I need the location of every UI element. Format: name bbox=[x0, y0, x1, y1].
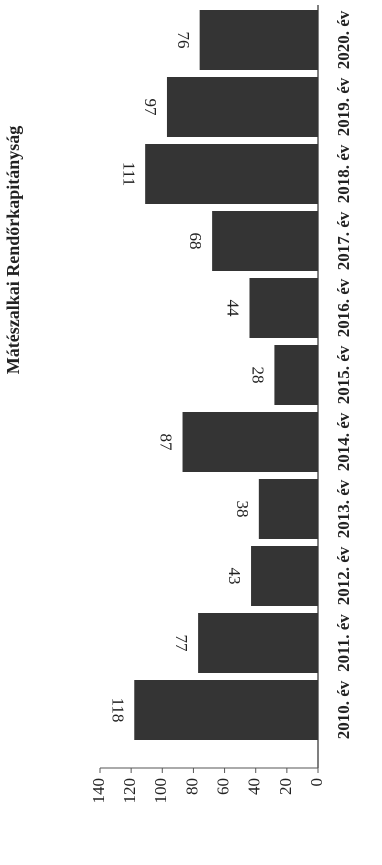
bar bbox=[249, 278, 318, 338]
x-tick-label: 2019. év bbox=[334, 77, 353, 136]
x-tick-label: 2017. év bbox=[334, 211, 353, 270]
chart-body: Mátészalkai Rendőrkapitányság 0 20 40 60 80 1… bbox=[3, 5, 353, 804]
x-tick-label: 2016. év bbox=[334, 278, 353, 337]
bar bbox=[198, 613, 319, 673]
y-tick-label: 140 bbox=[89, 778, 108, 804]
y-tick-label: 120 bbox=[120, 778, 139, 804]
bar bbox=[182, 412, 318, 472]
value-label: 28 bbox=[248, 367, 267, 384]
value-label: 68 bbox=[186, 233, 205, 250]
value-label: 111 bbox=[119, 162, 138, 186]
value-label: 87 bbox=[157, 434, 176, 452]
bar bbox=[166, 77, 318, 137]
y-tick-label: 40 bbox=[245, 778, 264, 795]
x-tick-label: 2014. év bbox=[334, 412, 353, 471]
y-tick-label: 0 bbox=[307, 778, 326, 787]
x-tick-label: 2011. év bbox=[334, 614, 353, 672]
y-tick-label: 80 bbox=[182, 778, 201, 795]
y-tick-label: 100 bbox=[151, 778, 170, 804]
bar bbox=[134, 680, 318, 740]
y-tick-label: 60 bbox=[213, 778, 232, 795]
value-label: 76 bbox=[174, 32, 193, 49]
bar bbox=[145, 144, 318, 204]
chart-title: Mátészalkai Rendőrkapitányság bbox=[3, 126, 23, 375]
y-tick-label: 20 bbox=[276, 778, 295, 795]
bar bbox=[199, 10, 319, 70]
x-tick-label: 2010. év bbox=[334, 680, 353, 739]
value-label: 77 bbox=[172, 635, 191, 653]
value-label: 43 bbox=[225, 568, 244, 585]
x-tick-label: 2013. év bbox=[334, 479, 353, 538]
bar bbox=[251, 546, 319, 606]
x-tick-label: 2020. év bbox=[334, 10, 353, 69]
x-tick-label: 2015. év bbox=[334, 345, 353, 404]
bar bbox=[212, 211, 318, 271]
x-tick-label: 2012. év bbox=[334, 546, 353, 605]
value-label: 44 bbox=[224, 300, 243, 318]
x-tick-label: 2018. év bbox=[334, 144, 353, 203]
value-label: 38 bbox=[233, 501, 252, 518]
bar bbox=[258, 479, 319, 539]
value-label: 118 bbox=[108, 698, 127, 723]
value-label: 97 bbox=[141, 99, 160, 117]
bar bbox=[274, 345, 318, 405]
